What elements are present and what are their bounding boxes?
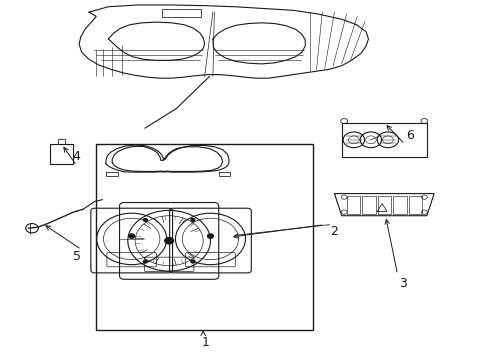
Text: 3: 3: [398, 277, 406, 290]
Bar: [346, 196, 360, 213]
Text: 4: 4: [73, 150, 81, 163]
Bar: [377, 196, 390, 213]
Bar: [50, 144, 73, 164]
Circle shape: [143, 219, 147, 221]
Bar: [408, 196, 422, 213]
Bar: [162, 9, 201, 18]
Text: 2: 2: [330, 225, 338, 238]
Bar: [392, 196, 406, 213]
Circle shape: [143, 260, 147, 263]
Bar: [96, 144, 312, 330]
Text: 1: 1: [201, 336, 209, 349]
Bar: [58, 139, 65, 144]
Bar: [341, 123, 426, 157]
Text: 5: 5: [73, 250, 81, 263]
Circle shape: [190, 260, 194, 263]
Circle shape: [164, 238, 173, 244]
Text: 6: 6: [405, 129, 413, 142]
Circle shape: [128, 234, 134, 238]
Bar: [362, 196, 375, 213]
Circle shape: [207, 234, 213, 238]
Circle shape: [190, 219, 194, 221]
